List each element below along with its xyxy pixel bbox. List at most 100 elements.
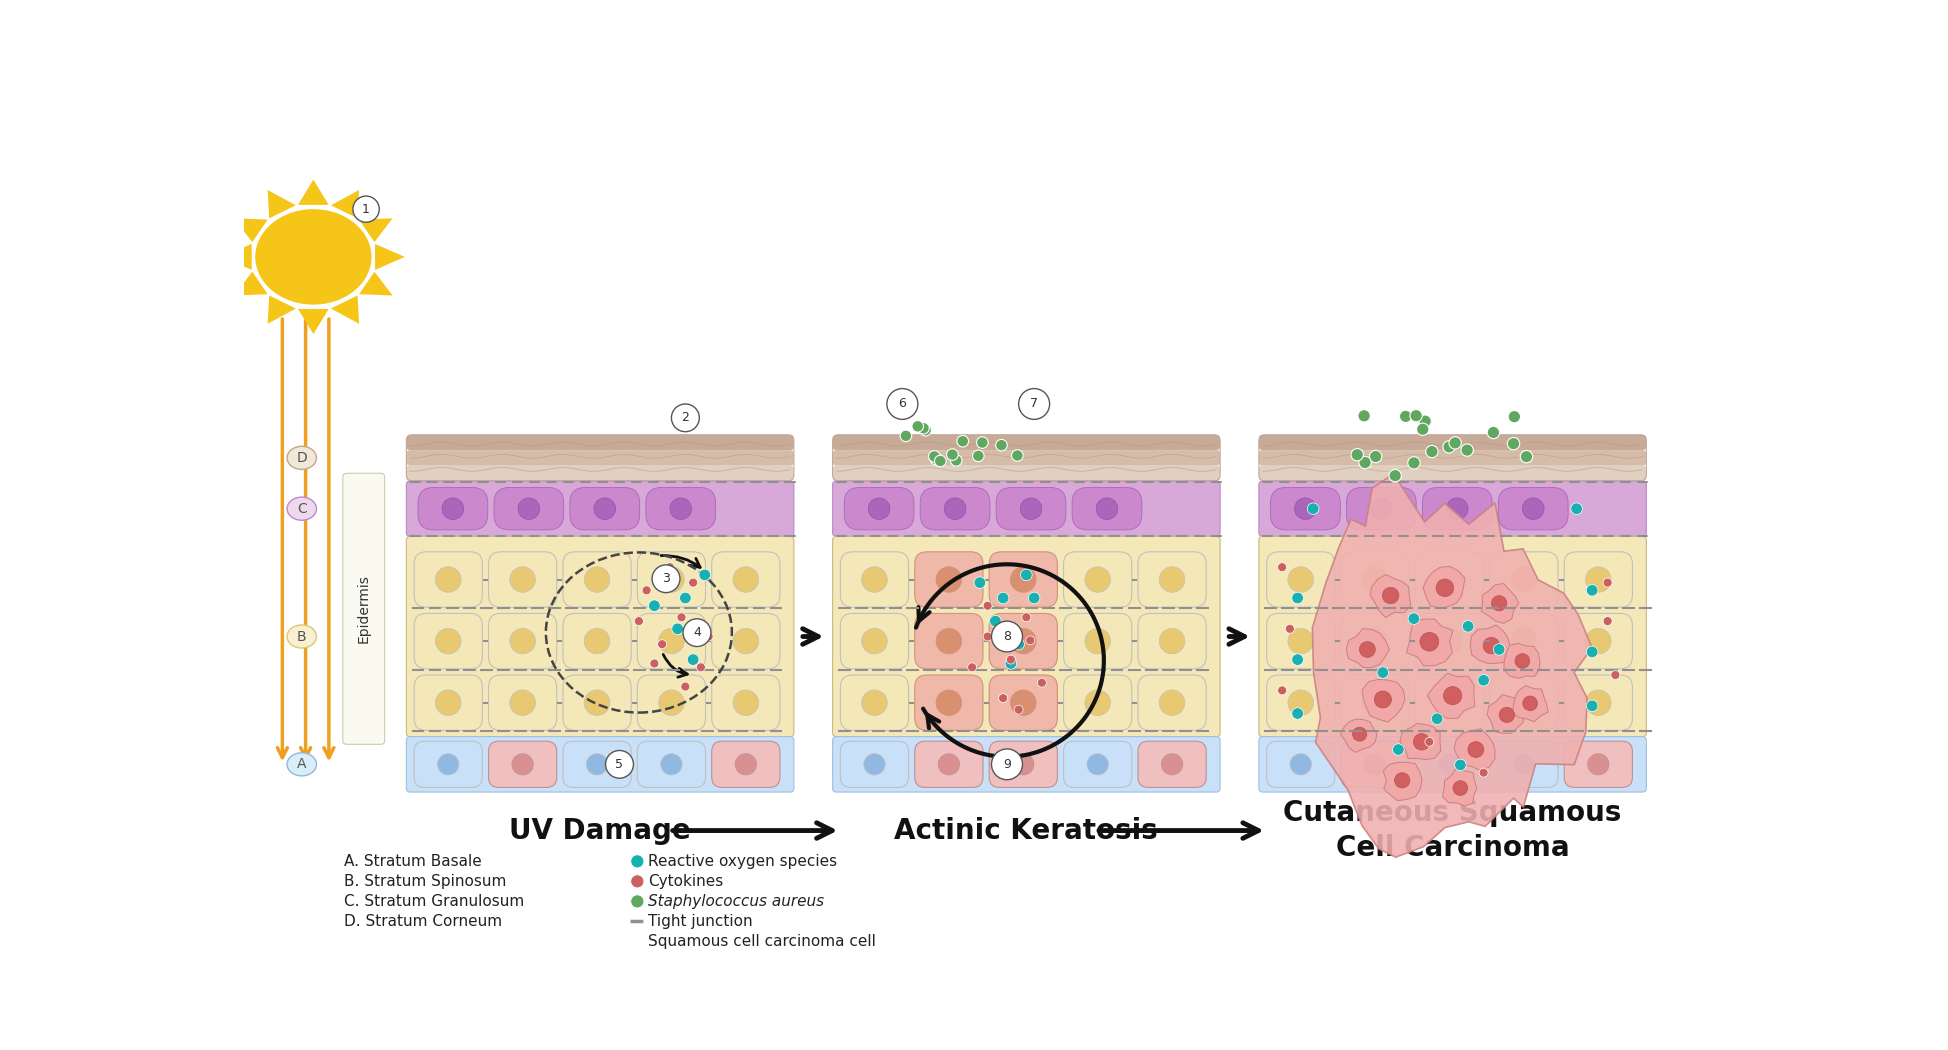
Circle shape [951, 455, 962, 466]
Text: A. Stratum Basale: A. Stratum Basale [345, 854, 481, 868]
Circle shape [1611, 671, 1619, 679]
Circle shape [584, 628, 610, 654]
Polygon shape [1311, 474, 1592, 857]
FancyBboxPatch shape [914, 675, 982, 731]
Circle shape [1085, 690, 1110, 715]
Circle shape [1013, 638, 1025, 650]
Circle shape [1278, 686, 1286, 695]
Circle shape [631, 875, 643, 888]
FancyBboxPatch shape [840, 741, 908, 788]
FancyBboxPatch shape [711, 741, 779, 788]
Polygon shape [1422, 567, 1465, 608]
Circle shape [1443, 687, 1461, 705]
Polygon shape [1340, 719, 1375, 753]
FancyBboxPatch shape [832, 537, 1219, 737]
FancyBboxPatch shape [637, 741, 705, 788]
Polygon shape [267, 190, 296, 218]
Circle shape [1498, 708, 1514, 722]
Circle shape [1029, 592, 1040, 604]
Circle shape [1021, 569, 1032, 581]
Circle shape [682, 618, 711, 647]
FancyBboxPatch shape [407, 737, 793, 792]
Circle shape [1521, 696, 1537, 711]
Circle shape [1362, 567, 1387, 592]
FancyBboxPatch shape [1488, 741, 1556, 788]
Circle shape [1036, 678, 1046, 687]
Circle shape [972, 450, 984, 462]
FancyBboxPatch shape [1064, 613, 1132, 669]
Circle shape [1393, 743, 1403, 755]
Circle shape [688, 579, 697, 587]
Circle shape [434, 567, 462, 592]
Circle shape [1013, 706, 1023, 714]
Text: Tight junction: Tight junction [649, 914, 752, 929]
Circle shape [1512, 754, 1533, 775]
Polygon shape [358, 272, 392, 295]
Polygon shape [234, 272, 267, 295]
Circle shape [1005, 657, 1017, 669]
FancyBboxPatch shape [1258, 450, 1646, 465]
FancyBboxPatch shape [990, 741, 1058, 788]
FancyBboxPatch shape [914, 552, 982, 607]
Circle shape [670, 498, 692, 520]
Circle shape [1005, 655, 1015, 664]
Circle shape [688, 654, 699, 666]
Circle shape [937, 754, 958, 775]
Polygon shape [1362, 679, 1405, 722]
FancyBboxPatch shape [637, 675, 705, 731]
FancyBboxPatch shape [914, 613, 982, 669]
Circle shape [1420, 632, 1438, 651]
FancyBboxPatch shape [832, 450, 1219, 465]
Circle shape [956, 436, 968, 447]
FancyBboxPatch shape [407, 450, 793, 465]
Circle shape [976, 437, 988, 448]
Circle shape [1584, 567, 1611, 592]
Circle shape [649, 659, 658, 668]
Circle shape [1087, 754, 1108, 775]
Circle shape [1288, 690, 1313, 715]
FancyBboxPatch shape [407, 537, 793, 737]
Circle shape [1159, 690, 1184, 715]
Circle shape [935, 567, 960, 592]
Circle shape [927, 450, 939, 462]
Circle shape [732, 628, 758, 654]
Polygon shape [629, 936, 645, 949]
Polygon shape [298, 180, 329, 205]
Circle shape [1358, 410, 1369, 422]
FancyBboxPatch shape [1266, 675, 1334, 731]
Circle shape [886, 388, 918, 419]
Circle shape [1021, 613, 1030, 622]
Circle shape [1358, 642, 1375, 657]
Circle shape [695, 663, 705, 672]
FancyBboxPatch shape [1564, 675, 1632, 731]
Circle shape [734, 754, 756, 775]
Circle shape [1288, 567, 1313, 592]
Circle shape [1519, 450, 1531, 463]
Circle shape [584, 567, 610, 592]
Circle shape [1436, 628, 1461, 654]
Circle shape [1373, 691, 1391, 708]
Circle shape [1521, 498, 1543, 520]
Circle shape [867, 498, 890, 520]
FancyBboxPatch shape [832, 737, 1219, 792]
Circle shape [641, 586, 651, 594]
FancyBboxPatch shape [407, 481, 793, 537]
FancyBboxPatch shape [1064, 741, 1132, 788]
Circle shape [990, 615, 1001, 627]
Circle shape [933, 456, 945, 467]
FancyBboxPatch shape [832, 481, 1219, 537]
Circle shape [1453, 759, 1465, 771]
Polygon shape [234, 218, 267, 243]
Circle shape [676, 613, 686, 622]
Circle shape [982, 602, 992, 610]
Ellipse shape [286, 753, 316, 776]
Circle shape [680, 592, 692, 604]
FancyBboxPatch shape [637, 613, 705, 669]
Circle shape [732, 567, 758, 592]
Circle shape [1492, 644, 1504, 655]
Polygon shape [267, 295, 296, 323]
FancyBboxPatch shape [343, 474, 384, 744]
Circle shape [518, 498, 540, 520]
Polygon shape [1426, 673, 1475, 718]
Circle shape [1013, 754, 1034, 775]
